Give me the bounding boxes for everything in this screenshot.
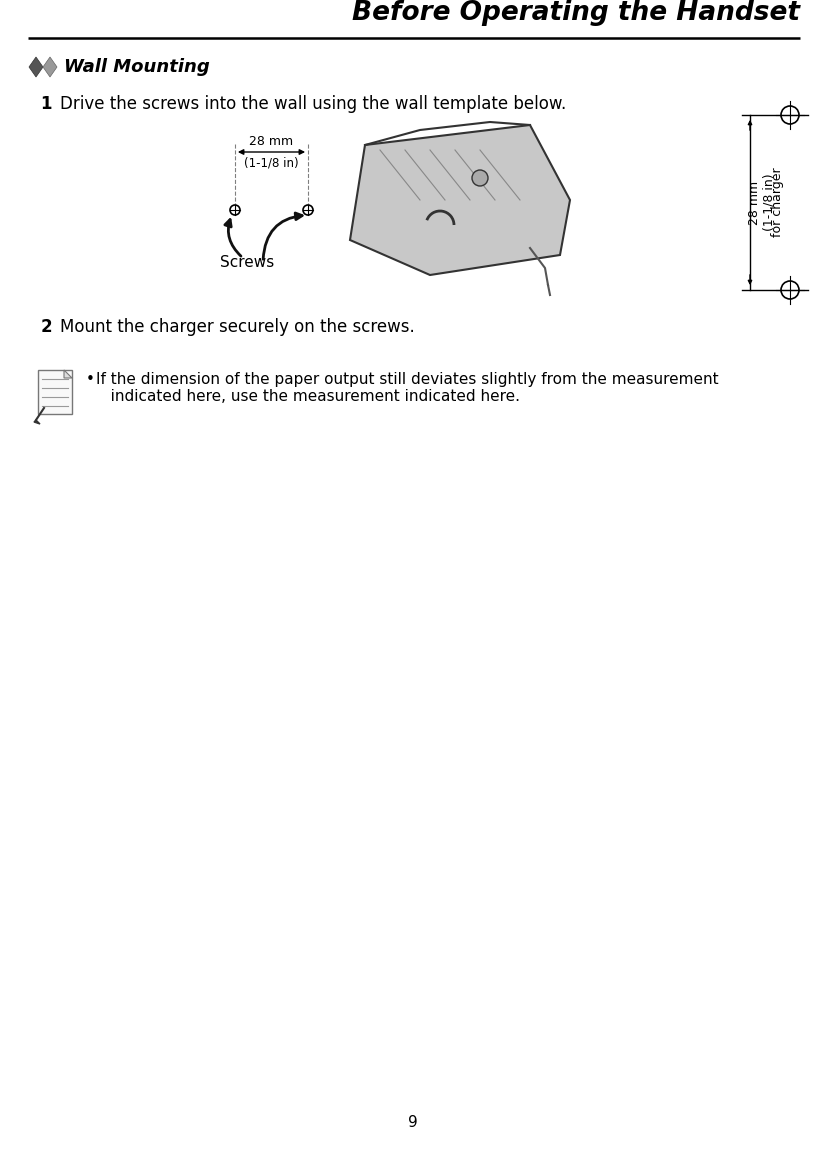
Text: 1: 1 <box>41 95 52 113</box>
Text: If the dimension of the paper output still deviates slightly from the measuremen: If the dimension of the paper output sti… <box>96 371 719 405</box>
Text: •: • <box>86 371 95 388</box>
Text: 9: 9 <box>409 1116 418 1130</box>
Text: 2: 2 <box>41 319 52 336</box>
Text: 28 mm: 28 mm <box>250 135 294 148</box>
FancyBboxPatch shape <box>38 370 72 414</box>
Text: Wall Mounting: Wall Mounting <box>64 58 210 76</box>
Circle shape <box>472 170 488 186</box>
Text: Drive the screws into the wall using the wall template below.: Drive the screws into the wall using the… <box>60 95 566 113</box>
Text: Screws: Screws <box>220 255 275 270</box>
Polygon shape <box>64 370 72 378</box>
Text: for charger: for charger <box>772 168 785 237</box>
Polygon shape <box>29 58 43 77</box>
Polygon shape <box>43 58 57 77</box>
Text: 28 mm
(1-1/8 in): 28 mm (1-1/8 in) <box>748 174 776 231</box>
Text: Before Operating the Handset: Before Operating the Handset <box>352 0 800 26</box>
Polygon shape <box>34 420 40 424</box>
Text: (1-1/8 in): (1-1/8 in) <box>244 156 299 169</box>
Polygon shape <box>350 125 570 275</box>
Text: Mount the charger securely on the screws.: Mount the charger securely on the screws… <box>60 319 415 336</box>
